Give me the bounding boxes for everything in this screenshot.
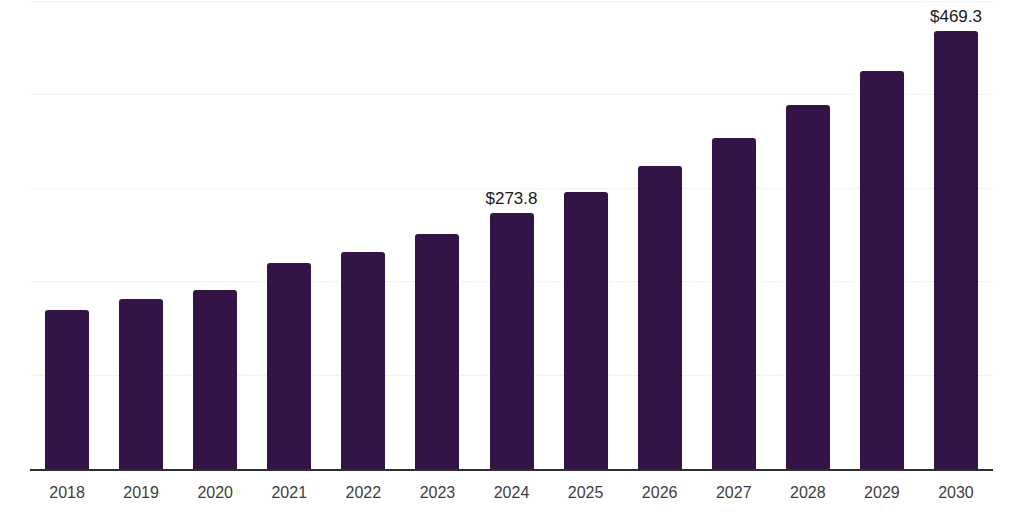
data-label-2024: $273.8 [486, 189, 538, 209]
bar-slot-2024: $273.8 [474, 2, 548, 469]
bar-slot-2020 [178, 2, 252, 469]
plot-area: $273.8 $469.3 [30, 2, 993, 471]
x-tick-2022: 2022 [326, 483, 400, 502]
bar-2020[interactable] [193, 290, 237, 469]
bar-2024[interactable]: $273.8 [490, 213, 534, 469]
x-axis-labels: 2018201920202021202220232024202520262027… [30, 483, 993, 502]
bar-slot-2026 [623, 2, 697, 469]
bar-slot-2029 [845, 2, 919, 469]
bar-2023[interactable] [415, 234, 459, 469]
bar-2022[interactable] [341, 252, 385, 469]
bar-slot-2018 [30, 2, 104, 469]
x-tick-2030: 2030 [919, 483, 993, 502]
x-tick-2027: 2027 [697, 483, 771, 502]
x-tick-2026: 2026 [623, 483, 697, 502]
bar-2027[interactable] [712, 138, 756, 469]
bar-slot-2025 [549, 2, 623, 469]
bar-slot-2028 [771, 2, 845, 469]
x-tick-2020: 2020 [178, 483, 252, 502]
bar-2026[interactable] [638, 166, 682, 469]
bar-2028[interactable] [786, 105, 830, 469]
bar-slot-2027 [697, 2, 771, 469]
bar-slot-2023 [400, 2, 474, 469]
x-tick-2028: 2028 [771, 483, 845, 502]
bar-slot-2019 [104, 2, 178, 469]
bar-chart: $273.8$469.3 201820192020202120222023202… [0, 0, 1024, 512]
bar-2021[interactable] [267, 263, 311, 469]
bar-2030[interactable]: $469.3 [934, 31, 978, 469]
x-tick-2024: 2024 [474, 483, 548, 502]
bar-slot-2021 [252, 2, 326, 469]
bar-2019[interactable] [119, 299, 163, 469]
x-tick-2018: 2018 [30, 483, 104, 502]
bar-2025[interactable] [564, 192, 608, 469]
bar-slot-2022 [326, 2, 400, 469]
x-tick-2029: 2029 [845, 483, 919, 502]
data-label-2030: $469.3 [930, 7, 982, 27]
x-tick-2023: 2023 [400, 483, 474, 502]
bar-2029[interactable] [860, 71, 904, 469]
bar-2018[interactable] [45, 310, 89, 469]
bar-slot-2030: $469.3 [919, 2, 993, 469]
x-tick-2019: 2019 [104, 483, 178, 502]
x-tick-2025: 2025 [549, 483, 623, 502]
x-tick-2021: 2021 [252, 483, 326, 502]
